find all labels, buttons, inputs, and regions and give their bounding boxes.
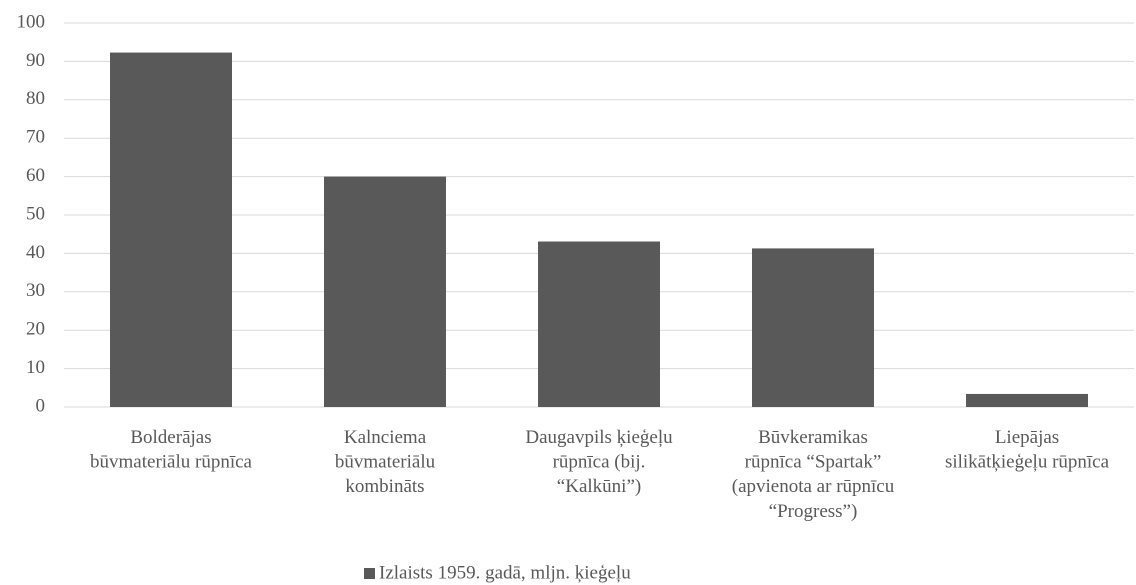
x-tick-label: Kalnciema būvmateriālu kombināts — [335, 427, 436, 497]
y-tick-label: 100 — [17, 11, 46, 32]
x-tick-label: Būvkeramikas rūpnīca “Spartak” (apvienota … — [732, 427, 895, 522]
x-tick-label: Liepājas silikātķieģeļu rūpnīca — [945, 427, 1110, 473]
y-tick-label: 0 — [36, 395, 46, 416]
legend-swatch — [364, 568, 375, 579]
y-tick-label: 40 — [26, 242, 45, 263]
y-tick-label: 20 — [26, 319, 45, 340]
y-tick-label: 70 — [26, 127, 45, 148]
bar — [966, 393, 1088, 407]
x-tick-label: Bolderājas būvmateriālu rūpnīca — [90, 427, 253, 473]
y-tick-label: 30 — [26, 280, 45, 301]
y-tick-label: 80 — [26, 88, 45, 109]
bar — [752, 248, 874, 407]
y-tick-label: 90 — [26, 50, 45, 71]
y-tick-label: 60 — [26, 165, 45, 186]
bar — [538, 241, 660, 407]
y-tick-label: 10 — [26, 357, 45, 378]
x-tick-label: Daugavpils ķieģeļu rūpnīca (bij. “Kalkūni”… — [525, 427, 673, 497]
bar — [110, 52, 232, 408]
legend-label: Izlaists 1959. gadā, mljn. ķieģeļu — [379, 562, 631, 583]
bar — [324, 176, 446, 407]
y-tick-label: 50 — [26, 203, 45, 224]
